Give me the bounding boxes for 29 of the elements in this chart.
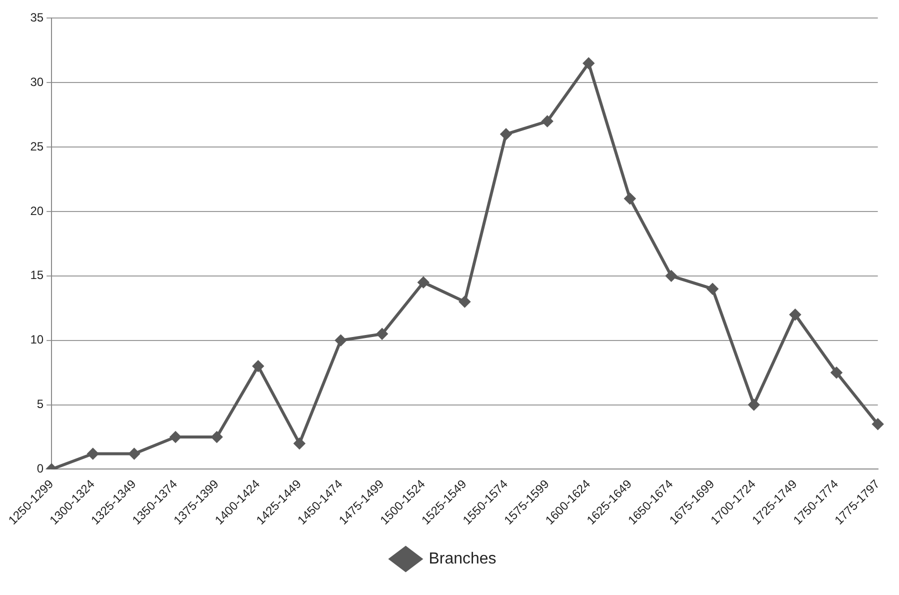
point <box>542 116 553 127</box>
point <box>872 418 884 430</box>
point <box>252 360 264 372</box>
point <box>831 367 842 378</box>
y-tick-label: 25 <box>30 139 44 154</box>
point <box>624 193 636 204</box>
y-tick-label: 5 <box>36 397 44 412</box>
point <box>666 270 677 282</box>
point <box>707 283 718 294</box>
point <box>790 309 801 320</box>
point <box>294 438 305 449</box>
point <box>418 276 429 288</box>
y-tick-label: 10 <box>30 332 44 347</box>
y-tick-label: 20 <box>30 204 44 218</box>
point <box>211 432 222 443</box>
point <box>748 399 760 410</box>
y-tick-label: 30 <box>30 74 44 89</box>
y-tick-label: 0 <box>36 462 44 476</box>
point <box>459 296 470 308</box>
y-tick-label: 35 <box>30 10 44 25</box>
point <box>87 448 98 460</box>
y-tick-label: 15 <box>30 268 44 282</box>
legend-label: Branches <box>428 550 496 568</box>
point <box>583 58 594 69</box>
point <box>128 448 140 460</box>
point <box>376 328 388 340</box>
point <box>335 334 346 346</box>
point <box>170 432 182 443</box>
point <box>500 128 512 140</box>
